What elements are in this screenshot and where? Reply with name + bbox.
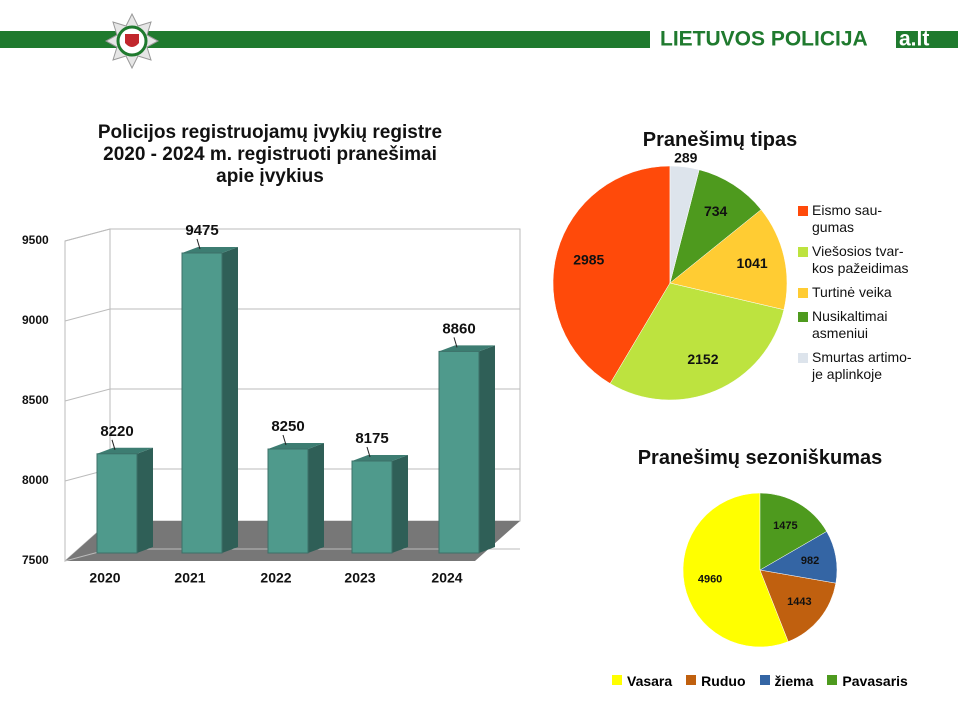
pie-slice [682, 492, 789, 648]
x-tick-label: 2020 [89, 570, 120, 586]
legend: Vasara Ruduo žiema Pavasaris [612, 673, 908, 689]
value-label: 8860 [442, 320, 475, 337]
label-leader [111, 439, 116, 450]
value-label: 1475 [773, 520, 797, 532]
y-tick-label: 9500 [22, 233, 49, 247]
value-label: 8220 [100, 423, 133, 440]
legend-swatch [686, 675, 697, 685]
bar-side [479, 345, 495, 553]
legend-item: Viešosios tvar- kos pažeidimas [798, 243, 909, 277]
label-leader [196, 238, 201, 250]
bar-side [137, 447, 153, 553]
legend-swatch [612, 675, 622, 685]
value-label: 289 [674, 150, 698, 166]
x-tick-label: 2021 [174, 570, 205, 586]
pie-slice [759, 569, 837, 642]
legend-item: Vasara [612, 673, 672, 689]
pie-slice [552, 165, 671, 384]
grid-line [64, 388, 520, 402]
label-leader [366, 446, 371, 458]
grid-line [64, 228, 520, 242]
chart-title: Pranešimų sezoniškumas [637, 447, 883, 469]
pie-slice [669, 169, 762, 284]
x-tick-label: 2024 [431, 570, 462, 586]
legend-label: Vasara [627, 673, 673, 689]
chart-title: Policijos registruojamų įvykių registre … [97, 122, 443, 187]
legend-swatch [798, 206, 808, 216]
legend-label: Nusikaltimai asmeniui [812, 308, 888, 341]
legend-item: Smurtas artimo- je aplinkoje [798, 349, 912, 383]
legend-label: Ruduo [701, 673, 746, 689]
legend-label: Pavasaris [842, 673, 908, 689]
legend-label: žiema [774, 673, 814, 689]
value-label: 4960 [698, 573, 722, 585]
pie-slice [669, 165, 700, 284]
y-tick-label: 7500 [22, 553, 49, 567]
header-bar [0, 31, 650, 48]
label-leader [453, 337, 458, 348]
x-tick-label: 2022 [260, 570, 291, 586]
value-label: 8250 [271, 418, 304, 435]
legend-item: Eismo sau- gumas [798, 202, 882, 236]
brand: LIETUVOS POLICIJA [660, 28, 868, 51]
legend-item: Ruduo [686, 673, 746, 689]
label-leader [282, 434, 287, 446]
bar-top [352, 455, 408, 461]
value-label: 2985 [573, 251, 604, 267]
bar-top [97, 447, 153, 454]
legend-label: Turtinė veika [812, 284, 892, 300]
pie-slice [669, 209, 788, 310]
legend-item: Nusikaltimai asmeniui [798, 308, 887, 342]
bar [96, 453, 138, 554]
bar-top [268, 443, 324, 449]
y-tick-label: 8500 [22, 393, 49, 407]
x-tick-label: 2023 [344, 570, 375, 586]
bar-side [392, 455, 408, 553]
legend-swatch [827, 675, 838, 685]
bar [351, 460, 393, 554]
legend-swatch [798, 312, 808, 322]
y-tick-label: 8000 [22, 473, 49, 487]
value-label: 8175 [355, 430, 388, 447]
value-label: 1443 [787, 596, 811, 608]
bar-side [222, 247, 238, 553]
legend-label: Eismo sau- gumas [812, 202, 883, 235]
bar [267, 448, 309, 554]
value-label: 9475 [185, 222, 218, 239]
value-label: 1041 [737, 255, 768, 271]
bar-top [439, 345, 495, 352]
value-label: 982 [801, 555, 819, 567]
watermark: a.lt [899, 28, 929, 51]
legend-swatch [798, 288, 808, 298]
legend-item: Pavasaris [827, 673, 908, 689]
bar [181, 252, 223, 554]
value-label: 2152 [687, 351, 718, 367]
grid-line [64, 308, 520, 322]
legend-swatch [759, 675, 770, 685]
header-bar [896, 31, 958, 48]
legend-swatch [798, 247, 808, 257]
legend-swatch [798, 353, 808, 363]
pie-slice [759, 492, 827, 571]
legend-label: Smurtas artimo- je aplinkoje [812, 349, 912, 382]
value-label: 734 [704, 203, 728, 219]
pie-slice [609, 282, 785, 401]
chart-title: Pranešimų tipas [642, 129, 798, 151]
legend-label: Viešosios tvar- kos pažeidimas [812, 243, 909, 276]
bar-top [182, 247, 238, 253]
legend-item: Turtinė veika [798, 284, 892, 301]
legend-item: žiema [759, 673, 814, 689]
logo [104, 12, 160, 70]
bar [438, 350, 480, 554]
y-tick-label: 9000 [22, 313, 49, 327]
bar-side [308, 443, 324, 553]
